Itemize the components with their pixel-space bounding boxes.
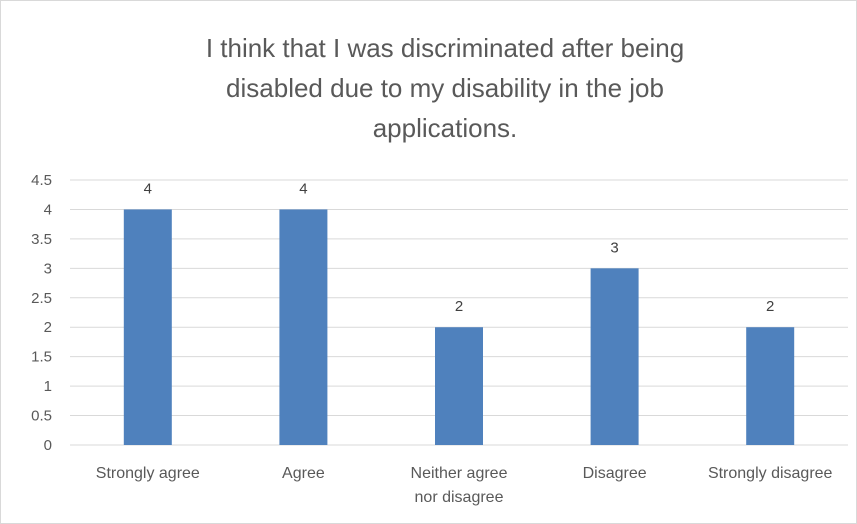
data-label: 2 [766, 298, 774, 315]
y-tick-label: 2.5 [31, 290, 52, 307]
x-category-label: Neither agree nor disagree [411, 465, 508, 506]
y-tick-label: 0.5 [31, 408, 52, 425]
y-tick-label: 3.5 [31, 231, 52, 248]
x-category-label: Strongly disagree [708, 465, 833, 482]
bar [590, 268, 639, 445]
y-tick-label: 4 [44, 201, 52, 218]
x-category-label-line: Strongly agree [96, 465, 200, 482]
x-category-label-line: Neither agree [411, 465, 508, 482]
y-tick-label: 3 [44, 260, 52, 277]
x-category-label-line: Strongly disagree [708, 465, 833, 482]
y-tick-label: 0 [44, 437, 52, 454]
bar [746, 327, 795, 445]
data-label: 3 [610, 239, 618, 256]
bars [123, 209, 795, 445]
x-category-label-line: Agree [282, 465, 325, 482]
x-category-label-line: Disagree [583, 465, 647, 482]
x-category-label: Disagree [583, 465, 647, 482]
data-label: 2 [455, 298, 463, 315]
y-axis: 0 0.5 1 1.5 2 2.5 3 3.5 4 4.5 [31, 172, 52, 454]
data-label: 4 [299, 180, 307, 197]
x-axis: Strongly agree Agree Neither agree nor disa… [96, 465, 833, 506]
gridlines [70, 179, 848, 446]
y-tick-label: 1 [44, 378, 52, 395]
x-category-label: Strongly agree [96, 465, 200, 482]
x-category-label: Agree [282, 465, 325, 482]
x-category-label-line: nor disagree [415, 489, 504, 506]
y-tick-label: 2 [44, 319, 52, 336]
data-label: 4 [144, 180, 152, 197]
y-tick-label: 4.5 [31, 172, 52, 189]
chart-title-line-2: disabled due to my disability in the job [226, 73, 664, 103]
data-labels: 4 4 2 3 2 [144, 180, 775, 315]
bar [435, 327, 483, 445]
chart-title-line-3: applications. [373, 113, 518, 143]
chart-title-line-1: I think that I was discriminated after b… [206, 33, 684, 63]
bar [123, 209, 172, 445]
bar [279, 209, 328, 445]
y-tick-label: 1.5 [31, 349, 52, 366]
chart-title: I think that I was discriminated after b… [206, 33, 684, 143]
